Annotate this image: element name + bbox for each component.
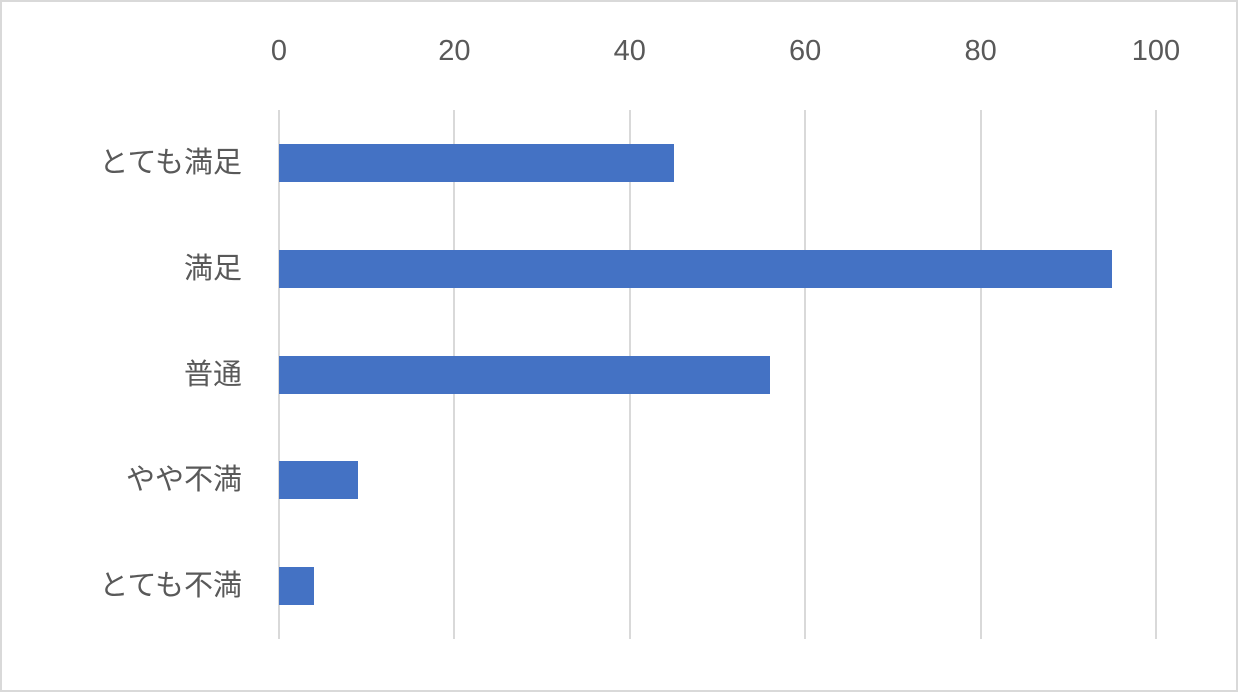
- bar: [279, 143, 674, 182]
- x-axis-tick-label: 40: [613, 35, 646, 67]
- category-label: とても不満: [99, 570, 242, 603]
- x-axis-tick-label: 80: [964, 35, 997, 67]
- plot-area: [278, 110, 1157, 639]
- bar: [279, 355, 771, 394]
- x-axis-tick-row: 0 20 40 60 80 100: [271, 32, 1180, 70]
- x-axis-tick-label: 60: [789, 35, 822, 67]
- category-label: とても満足: [99, 146, 242, 179]
- bar: [279, 461, 358, 500]
- x-axis-tick-label: 0: [270, 35, 288, 67]
- x-axis-tick-label: 100: [1131, 35, 1181, 67]
- category-label: 満足: [183, 252, 242, 285]
- gridline: [1155, 110, 1157, 639]
- bar: [279, 249, 1113, 288]
- x-axis-tick-label: 20: [438, 35, 471, 67]
- category-label: やや不満: [125, 464, 242, 497]
- gridline: [804, 110, 807, 639]
- y-axis-category-labels: とても満足満足普通やや不満とても不満: [18, 110, 242, 639]
- gridline: [979, 110, 982, 639]
- bar: [279, 567, 315, 606]
- category-label: 普通: [183, 358, 242, 391]
